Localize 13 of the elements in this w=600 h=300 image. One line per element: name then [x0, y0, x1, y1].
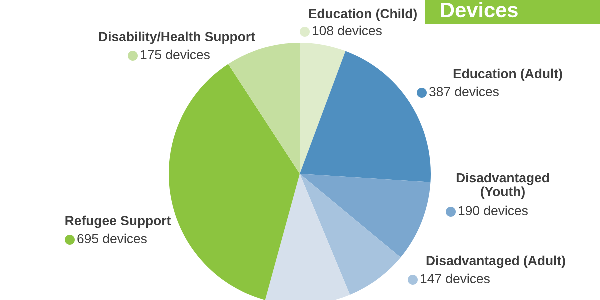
data-label: 190 devices: [459, 206, 528, 216]
slice-label: Disadvantaged (Adult): [426, 256, 566, 268]
slice-label: Refugee Support: [66, 216, 171, 228]
slice-label: Disadvantaged (Youth): [456, 172, 550, 200]
slice-label: Disability/Health Support: [99, 32, 256, 44]
data-label: 147 devices: [421, 274, 490, 284]
slice-label: Education (Adult): [454, 68, 562, 82]
data-label: 695 devices: [78, 234, 147, 244]
data-label: 387 devices: [430, 86, 499, 97]
data-label: 108 devices: [313, 26, 382, 36]
slice-label: Education (Child): [309, 8, 417, 22]
data-label: 175 devices: [141, 50, 210, 60]
chart-title: Devices: [441, 2, 518, 18]
